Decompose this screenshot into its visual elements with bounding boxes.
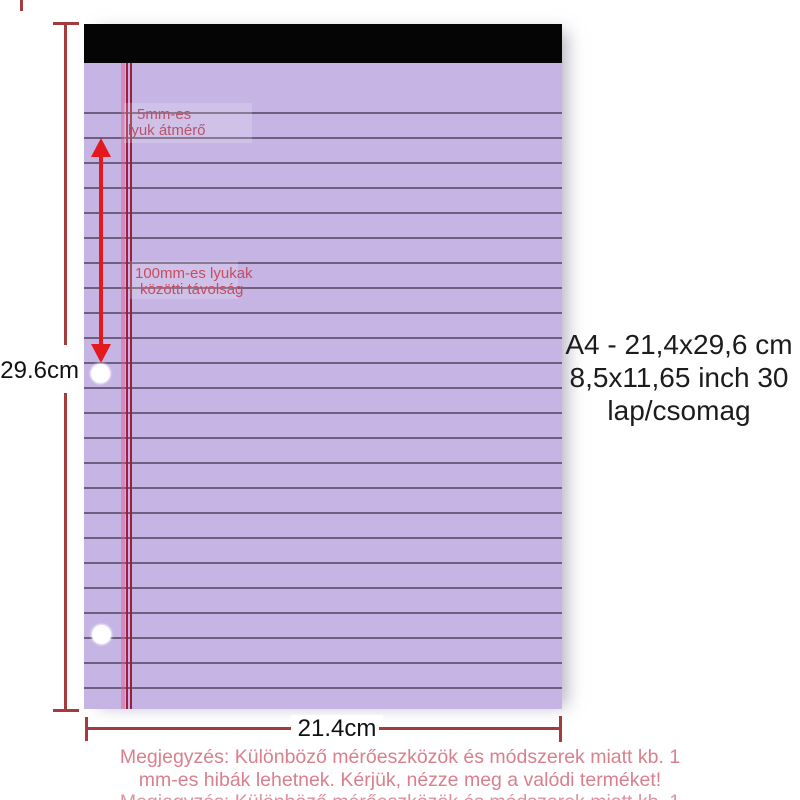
disclaimer-text: Megjegyzés: Különböző mérőeszközök és mó… — [0, 746, 800, 792]
margin-line-right — [130, 63, 132, 709]
margin-line-pink — [121, 63, 125, 709]
size-spec-line3: lap/csomag — [607, 395, 751, 426]
hole-distance-arrow-up-head — [91, 138, 111, 157]
width-dimension-right-cap — [559, 716, 562, 742]
hole-distance-arrow-down-head — [91, 344, 111, 363]
ruled-lines — [84, 112, 562, 709]
punch-hole-top — [91, 364, 110, 383]
width-dimension-line-left — [87, 727, 293, 730]
height-dimension-top-cap — [53, 22, 79, 25]
size-spec-line1: A4 - 21,4x29,6 cm — [565, 329, 793, 360]
margin-line-left — [126, 63, 128, 709]
hole-distance-annotation: 100mm-es lyukak közötti távolság — [135, 266, 253, 297]
height-dimension-line-upper — [64, 24, 67, 345]
disclaimer-line2: mm-es hibák lehetnek. Kérjük, nézze meg … — [138, 769, 662, 791]
hole-distance-line2: közötti távolság — [140, 280, 244, 298]
annotation-backdrop-middle — [130, 261, 238, 299]
notepad-paper: 5mm-es lyuk átmérő 100mm-es lyukak közöt… — [84, 63, 562, 709]
height-dimension-bottom-cap — [53, 709, 79, 712]
height-dimension-line-lower — [64, 393, 67, 711]
hole-diameter-line2: lyuk átmérő — [128, 121, 206, 139]
size-spec-text: A4 - 21,4x29,6 cm 8,5x11,65 inch 30 lap/… — [556, 328, 800, 427]
punch-hole-bottom — [92, 625, 111, 644]
disclaimer-clipped-line: Megjegyzés: Különböző mérőeszközök és mó… — [0, 791, 800, 800]
width-dimension-line-right — [379, 727, 561, 730]
hole-diameter-annotation: 5mm-es lyuk átmérő — [128, 107, 206, 138]
hole-diameter-line1: 5mm-es — [137, 106, 192, 123]
notepad: 5mm-es lyuk átmérő 100mm-es lyukak közöt… — [84, 24, 562, 709]
width-dimension-label: 21.4cm — [291, 715, 383, 742]
notepad-binding-strip — [84, 24, 562, 63]
size-spec-line2: 8,5x11,65 inch 30 — [569, 362, 789, 393]
hole-distance-line1: 100mm-es lyukak — [135, 265, 253, 282]
annotation-backdrop-top — [124, 103, 252, 143]
width-dimension-left-cap — [85, 717, 88, 741]
top-left-red-tick — [20, 0, 23, 11]
hole-distance-arrow-shaft — [99, 155, 103, 347]
height-dimension-label: 29.6cm — [0, 357, 79, 384]
disclaimer-line1: Megjegyzés: Különböző mérőeszközök és mó… — [119, 746, 681, 768]
